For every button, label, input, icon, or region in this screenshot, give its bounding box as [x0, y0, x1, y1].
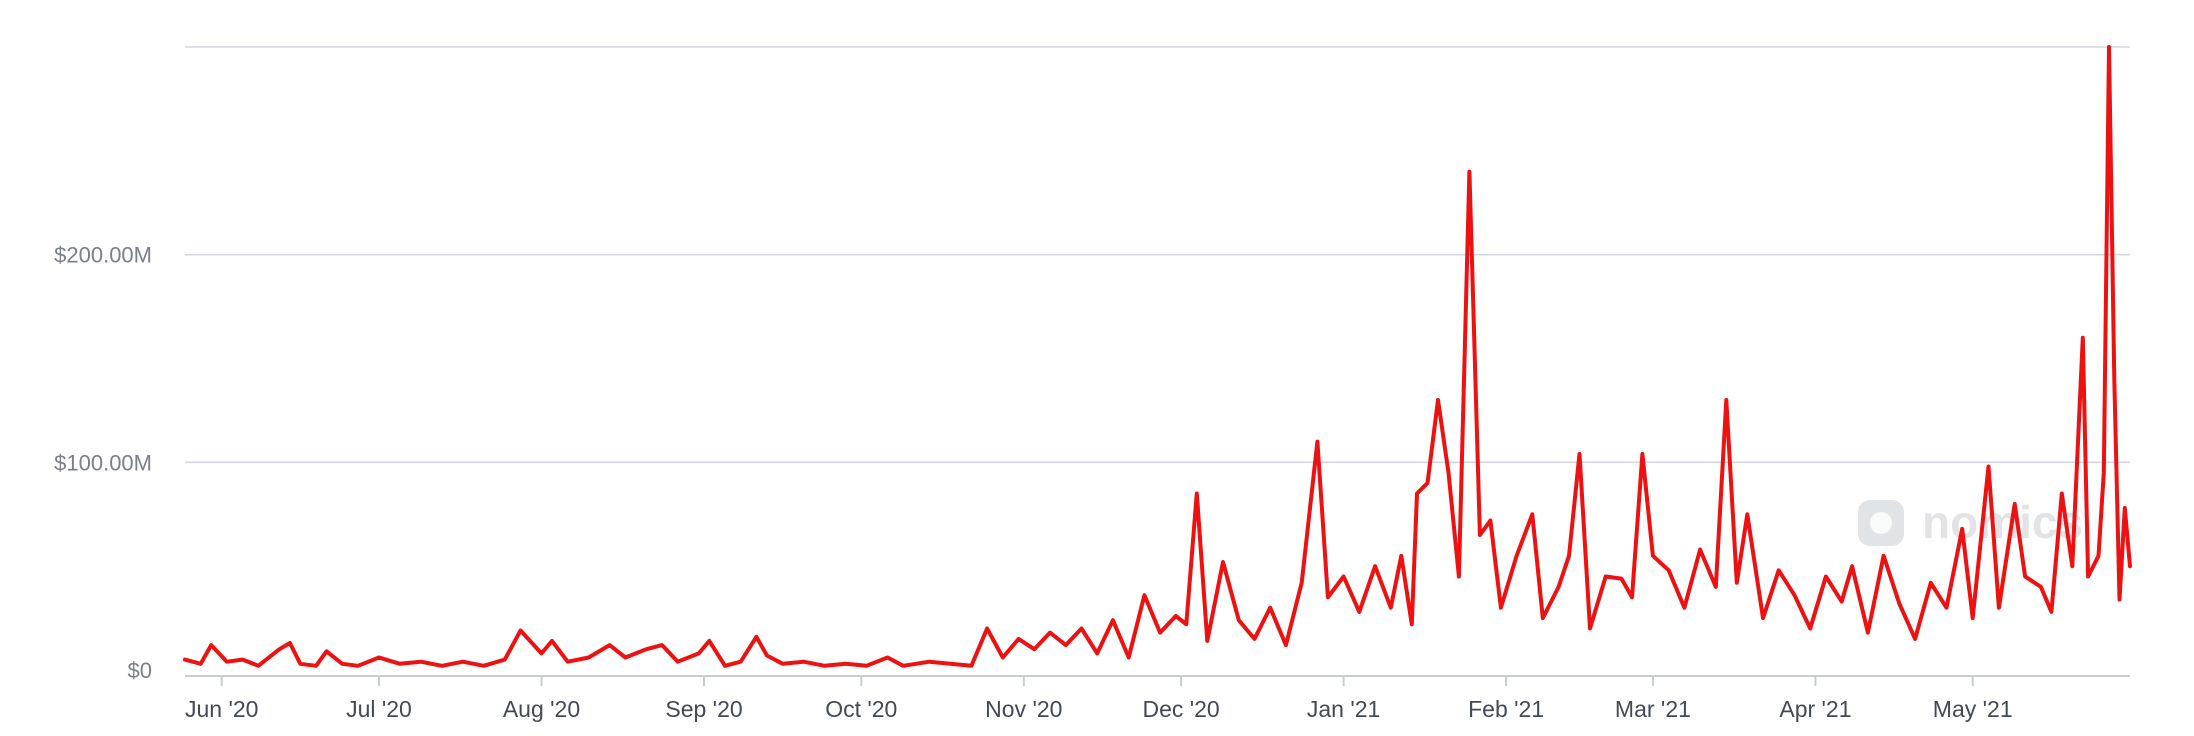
y-tick-label: $200.00M: [54, 243, 152, 268]
x-tick-label: Mar '21: [1615, 696, 1691, 722]
series-line-0: [183, 45, 2132, 668]
x-tick-label: Jan '21: [1307, 696, 1380, 722]
watermark: nomics: [1858, 496, 2083, 548]
x-tick-label: Jun '20: [185, 696, 258, 722]
x-tick-label: Sep '20: [665, 696, 742, 722]
x-tick-label: Oct '20: [825, 696, 897, 722]
gridlines: [185, 46, 2130, 464]
series-group: [183, 45, 2132, 668]
nomics-logo-icon: [1858, 500, 1904, 546]
x-tick-label: Apr '21: [1779, 696, 1851, 722]
x-tick-label: May '21: [1933, 696, 2013, 722]
y-axis-tick-labels: $0 $100.00M $200.00M: [54, 243, 152, 683]
x-axis: [185, 675, 2130, 686]
x-tick-label: Jul '20: [346, 696, 412, 722]
x-tick-label: Feb '21: [1468, 696, 1544, 722]
x-tick-label: Dec '20: [1142, 696, 1219, 722]
y-tick-label: $100.00M: [54, 450, 152, 475]
x-axis-tick-labels: Jun '20 Jul '20 Aug '20 Sep '20 Oct '20 Nov '…: [185, 696, 2013, 722]
x-tick-label: Aug '20: [503, 696, 580, 722]
x-tick-label: Nov '20: [985, 696, 1062, 722]
y-tick-label: $0: [128, 658, 152, 683]
